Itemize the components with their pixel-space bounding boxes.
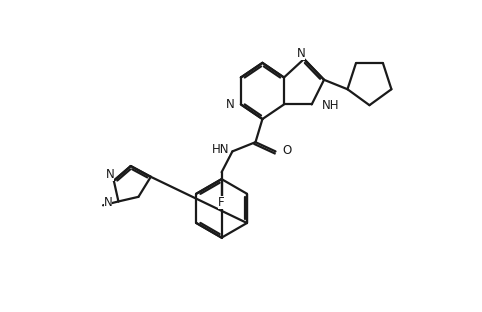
Text: N: N [226, 98, 235, 111]
Text: N: N [104, 197, 112, 209]
Text: HN: HN [212, 143, 229, 156]
Text: F: F [218, 196, 225, 209]
Text: N: N [296, 47, 305, 60]
Text: NH: NH [321, 100, 339, 112]
Text: O: O [282, 144, 292, 157]
Text: N: N [106, 168, 114, 181]
